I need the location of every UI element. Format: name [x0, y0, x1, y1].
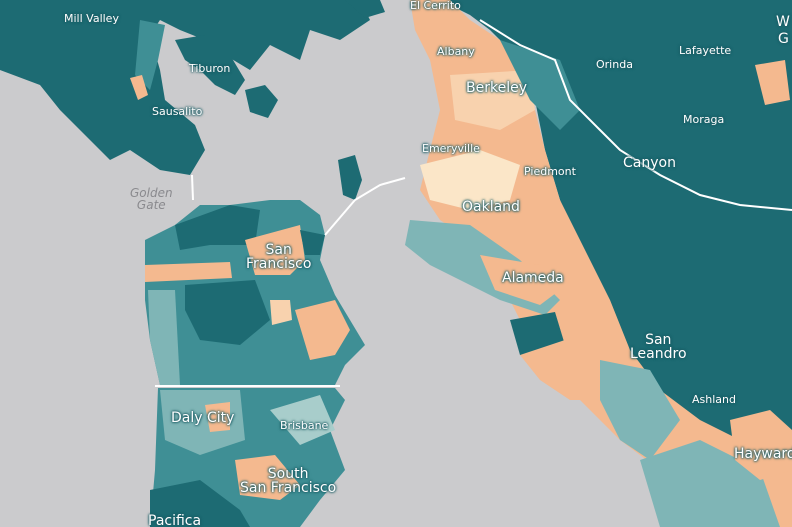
label-oakland: Oakland	[462, 199, 520, 215]
treasure-island	[338, 155, 362, 200]
golden-gate-line1: Golden	[130, 186, 173, 200]
sf-west-light	[148, 290, 180, 385]
marin-land	[0, 0, 370, 175]
sf-deep-center	[185, 280, 270, 345]
label-brisbane: Brisbane	[280, 419, 329, 432]
label-berkeley: Berkeley	[466, 80, 527, 96]
label-lafayette: Lafayette	[679, 44, 732, 57]
label-south-san-francisco: South San Francisco	[240, 467, 336, 495]
east-bay-flats	[410, 0, 792, 527]
sf-deep-north	[175, 205, 260, 250]
label-golden-gate: Golden Gate	[130, 187, 173, 211]
label-san-leandro: San Leandro	[630, 333, 687, 361]
label-tiburon: Tiburon	[189, 62, 231, 75]
sf-mission-peach	[270, 300, 292, 325]
angel-island-outline	[345, 0, 385, 18]
bay-bridge	[324, 177, 406, 236]
berkeley-hills-light	[500, 40, 580, 130]
airport-peach	[520, 335, 620, 400]
sausalito-peach	[130, 75, 148, 100]
ssf-line1: South	[267, 466, 309, 482]
sf-line2: Francisco	[246, 256, 312, 272]
label-walnut-creek-partial: W	[776, 14, 790, 30]
berkeley-peach	[450, 70, 535, 130]
golden-gate-bridge	[191, 174, 194, 201]
sf-line1: San	[265, 242, 292, 258]
ssf-line2: San Francisco	[240, 480, 337, 496]
alameda-peach	[480, 255, 560, 305]
label-mill-valley: Mill Valley	[64, 12, 119, 25]
san-leandro-light	[600, 360, 680, 460]
label-alameda: Alameda	[502, 270, 564, 286]
sf-downtown-peach	[245, 225, 305, 275]
label-canyon: Canyon	[623, 155, 676, 171]
sf-soma-peach	[295, 300, 350, 360]
label-pacifica: Pacifica	[148, 513, 202, 527]
san-leandro-line1: San	[645, 332, 672, 348]
hayward-light	[640, 440, 780, 527]
label-moraga: Moraga	[683, 113, 725, 126]
label-orinda: Orinda	[596, 58, 633, 71]
label-sausalito: Sausalito	[152, 105, 203, 118]
sf-deep-east	[300, 230, 325, 255]
label-emeryville: Emeryville	[422, 142, 480, 155]
label-albany: Albany	[437, 45, 475, 58]
ssf-peach	[235, 455, 300, 500]
san-leandro-line2: Leandro	[630, 346, 687, 362]
label-el-cerrito: El Cerrito	[410, 0, 461, 12]
east-bay-hills	[440, 0, 792, 527]
label-ashland: Ashland	[692, 393, 736, 406]
label-piedmont: Piedmont	[524, 165, 576, 178]
label-walnut-creek-partial-2: G	[778, 31, 789, 47]
hayward-peach	[730, 410, 792, 480]
marin-tract-light	[135, 20, 165, 90]
label-hayward: Hayward	[734, 446, 792, 462]
lafayette-peach	[755, 60, 790, 105]
pacifica-deep	[150, 480, 250, 527]
label-daly-city: Daly City	[171, 410, 235, 426]
alameda-contra-costa-line	[479, 19, 792, 211]
golden-gate-line2: Gate	[136, 198, 166, 212]
brisbane-light	[270, 395, 335, 445]
sf-peach-band-1	[145, 262, 232, 282]
tiburon-peninsula	[175, 35, 245, 95]
daly-city-peach	[205, 402, 230, 432]
label-san-francisco: San Francisco	[246, 243, 311, 271]
belvedere-island	[245, 85, 278, 118]
oakland-cream	[420, 150, 520, 210]
